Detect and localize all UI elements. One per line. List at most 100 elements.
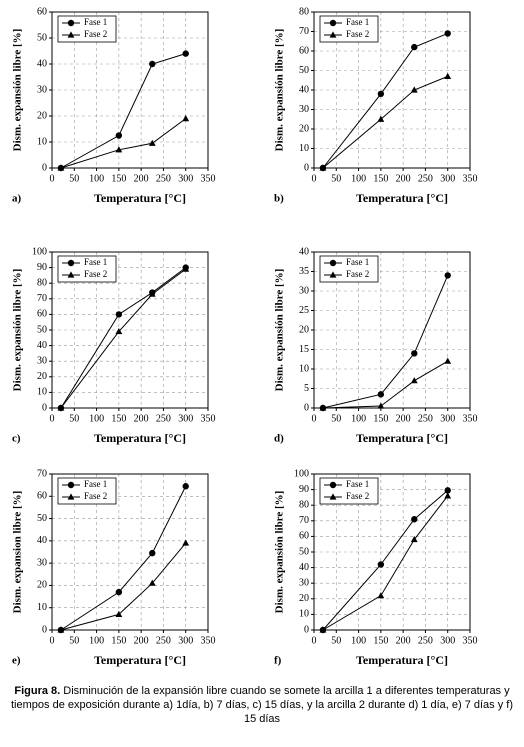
x-axis-title: Temperatura [°C] — [356, 431, 448, 445]
y-tick-label: 50 — [37, 32, 47, 43]
marker-triangle — [182, 115, 190, 122]
legend-label: Fase 1 — [346, 17, 369, 27]
legend-box — [319, 255, 379, 283]
y-tick-label: 60 — [299, 45, 309, 56]
y-tick-label: 0 — [42, 162, 47, 173]
y-axis-title: Dism. expansión libre [%] — [274, 269, 286, 392]
y-tick-label: 0 — [304, 624, 309, 635]
y-tick-label: 70 — [37, 293, 47, 304]
x-tick-label: 250 — [418, 413, 433, 424]
y-tick-label: 50 — [299, 546, 309, 557]
marker-circle — [115, 588, 123, 596]
marker-triangle — [410, 377, 418, 384]
y-tick-label: 20 — [37, 580, 47, 591]
x-tick-label: 150 — [373, 173, 388, 184]
legend-box — [319, 15, 379, 43]
legend-label: Fase 1 — [84, 257, 107, 267]
plot-frame — [313, 251, 471, 409]
panel-label: a) — [12, 193, 22, 205]
x-tick-label: 50 — [69, 413, 79, 424]
y-tick-label: 20 — [37, 371, 47, 382]
x-tick-label: 150 — [111, 413, 126, 424]
marker-triangle — [377, 115, 385, 122]
y-tick-label: 80 — [299, 6, 309, 17]
marker-circle — [377, 561, 385, 568]
caption-label: Figura 8. — [14, 685, 61, 697]
x-tick-label: 50 — [331, 413, 341, 424]
series-line — [60, 486, 187, 631]
marker-triangle — [115, 610, 123, 617]
y-tick-label: 40 — [299, 246, 309, 257]
legend-box — [57, 15, 117, 43]
y-tick-label: 5 — [304, 383, 309, 394]
y-tick-label: 40 — [37, 340, 47, 351]
y-tick-label: 20 — [37, 110, 47, 121]
legend-label: Fase 1 — [84, 17, 107, 27]
legend-label: Fase 1 — [346, 257, 369, 267]
marker-circle — [411, 43, 418, 51]
panel-label: e) — [12, 655, 21, 667]
x-tick-label: 300 — [178, 173, 193, 184]
x-tick-label: 100 — [89, 173, 104, 184]
y-tick-label: 0 — [304, 402, 309, 413]
y-tick-label: 0 — [42, 402, 47, 413]
y-tick-label: 30 — [299, 104, 309, 115]
marker-triangle — [444, 72, 452, 79]
x-tick-label: 0 — [312, 413, 317, 424]
y-axis-title: Dism. expansión libre [%] — [12, 29, 24, 152]
x-axis-title: Temperatura [°C] — [94, 653, 186, 667]
y-tick-label: 10 — [37, 387, 47, 398]
x-tick-label: 200 — [396, 173, 411, 184]
marker-triangle — [148, 139, 156, 146]
x-tick-label: 0 — [50, 413, 55, 424]
caption: Figura 8. Disminución de la expansión li… — [4, 684, 520, 726]
x-tick-label: 150 — [373, 413, 388, 424]
y-tick-label: 40 — [299, 84, 309, 95]
y-tick-label: 30 — [299, 285, 309, 296]
panel-label: f) — [274, 655, 282, 667]
y-tick-label: 10 — [299, 363, 309, 374]
y-tick-label: 30 — [299, 577, 309, 588]
y-tick-label: 20 — [299, 324, 309, 335]
marker-triangle — [410, 535, 418, 543]
y-tick-label: 35 — [299, 266, 309, 277]
marker-triangle — [319, 404, 327, 411]
y-tick-label: 40 — [37, 58, 47, 69]
x-tick-label: 350 — [201, 413, 216, 424]
legend-box — [57, 477, 117, 505]
marker-triangle — [148, 290, 156, 297]
plot-frame — [313, 11, 471, 169]
marker-circle — [149, 549, 156, 557]
y-tick-label: 10 — [299, 609, 309, 620]
x-tick-label: 350 — [201, 635, 216, 646]
x-axis-title: Temperatura [°C] — [356, 653, 448, 667]
x-axis-title: Temperatura [°C] — [94, 191, 186, 205]
y-tick-label: 50 — [37, 513, 47, 524]
marker-triangle — [57, 404, 65, 411]
x-tick-label: 150 — [373, 635, 388, 646]
marker-circle — [444, 30, 451, 37]
marker-circle — [377, 90, 385, 98]
marker-circle — [411, 516, 418, 523]
legend-label: Fase 2 — [84, 269, 107, 279]
legend-label: Fase 2 — [346, 269, 369, 279]
x-tick-label: 200 — [134, 413, 149, 424]
marker-triangle — [115, 327, 123, 335]
marker-triangle — [67, 493, 75, 500]
x-tick-label: 100 — [351, 173, 366, 184]
marker-circle — [329, 481, 337, 489]
y-tick-label: 100 — [294, 468, 309, 479]
legend-box — [319, 477, 379, 505]
x-tick-label: 200 — [396, 413, 411, 424]
marker-triangle — [148, 579, 156, 586]
marker-circle — [444, 272, 451, 279]
x-axis-title: Temperatura [°C] — [356, 191, 448, 205]
marker-triangle — [329, 271, 337, 278]
x-tick-label: 300 — [440, 173, 455, 184]
y-tick-label: 70 — [299, 515, 309, 526]
y-tick-label: 50 — [37, 324, 47, 335]
y-tick-label: 10 — [299, 143, 309, 154]
marker-triangle — [67, 31, 75, 38]
x-tick-label: 150 — [111, 173, 126, 184]
x-tick-label: 300 — [440, 635, 455, 646]
